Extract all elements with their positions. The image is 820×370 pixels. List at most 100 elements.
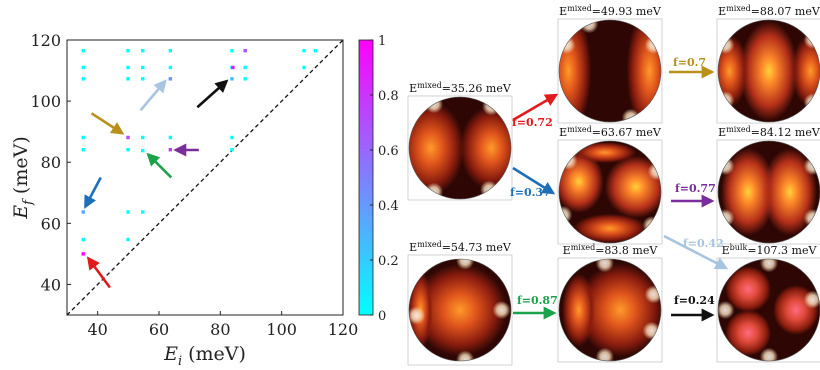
density-lobe [573, 142, 636, 163]
data-point [126, 65, 130, 70]
x-tick-label: 40 [87, 320, 107, 339]
data-point [126, 210, 130, 214]
data-point [168, 135, 173, 140]
y-tick-label: 120 [30, 31, 61, 50]
panel-title: Emixed=88.07 meV [718, 4, 820, 18]
mode-panel-a: Emixed=35.26 meV [407, 81, 513, 201]
panel-title: Emixed=63.67 meV [559, 125, 662, 139]
data-point [168, 147, 173, 152]
x-tick-label: 120 [328, 320, 359, 339]
data-point [231, 65, 235, 70]
edge-hotspot [595, 347, 614, 361]
x-tick-label: 100 [266, 320, 297, 339]
y-tick-label: 60 [41, 214, 61, 233]
colorbar-tick-label: 1 [378, 34, 386, 49]
data-point [243, 77, 247, 81]
panel-title: Ebulk=107.3 meV [722, 243, 818, 257]
transition-label: f=0.42 [683, 237, 724, 250]
mode-panel-e: Emixed=84.12 meV [716, 125, 820, 245]
colorbar-tick-label: 0 [378, 309, 386, 324]
data-point [302, 65, 306, 70]
mode-panel-f: Emixed=54.73 meV [407, 240, 513, 366]
mode-panel-d: Emixed=63.67 meV [557, 125, 663, 245]
data-point [141, 135, 145, 140]
data-point [168, 48, 173, 53]
edge-hotspot [492, 301, 511, 319]
y-axis-label: Ef(meV) [10, 136, 36, 220]
data-point [230, 48, 234, 53]
data-point [141, 210, 145, 214]
density-lobe [739, 21, 799, 121]
data-point [81, 65, 85, 70]
data-point [126, 48, 130, 53]
data-point [302, 48, 306, 53]
data-point [81, 210, 85, 214]
density-lobe [576, 263, 661, 357]
transition-arrow [663, 234, 729, 270]
panel-title: Emixed=84.12 meV [718, 125, 820, 139]
plot-arrow [84, 176, 102, 209]
mode-panel-b: Emixed=49.93 meV [557, 4, 663, 124]
mode-boundary [558, 140, 662, 244]
transition-label: f=0.24 [674, 294, 715, 307]
diagonal-line [66, 39, 344, 316]
data-point [141, 77, 145, 81]
data-point [313, 48, 318, 53]
mode-panel-g: Emixed=83.8 meV [557, 243, 663, 363]
mode-boundary [558, 19, 662, 123]
edge-hotspot [595, 259, 614, 273]
mode-boundary [408, 258, 512, 362]
mode-boundary [408, 96, 512, 200]
data-point [81, 252, 85, 256]
plot-arrow [139, 79, 167, 112]
data-point [141, 48, 145, 53]
data-point [81, 77, 85, 81]
data-point [230, 147, 234, 152]
panel-title: Emixed=35.26 meV [409, 81, 512, 95]
y-tick-label: 100 [30, 92, 61, 111]
x-tick-label: 60 [149, 320, 169, 339]
data-point [141, 148, 145, 153]
mode-panel-c: Emixed=88.07 meV [716, 4, 820, 124]
plot-arrow [146, 152, 173, 179]
panel-title: Emixed=54.73 meV [409, 240, 512, 254]
scatter-plot: 40 60 80 100 120 40 60 80 100 120 Ei (meV) Ef(meV) [10, 31, 358, 369]
mode-density [559, 259, 661, 361]
transition-arrows: f=0.72 f=0.7 f=0.37 f=0.77 f=0.42 f=0.87 f=0.2… [510, 56, 729, 322]
colorbar-tick-label: 0.6 [378, 144, 399, 159]
data-point [126, 237, 130, 242]
data-point [81, 48, 85, 53]
data-point [141, 65, 145, 70]
density-lobe [409, 101, 465, 195]
data-point [126, 147, 130, 152]
panel-title: Emixed=83.8 meV [563, 243, 659, 257]
data-point [81, 147, 85, 152]
transition-label: f=0.87 [517, 294, 558, 307]
edge-hotspot [803, 290, 820, 309]
mode-density [409, 259, 511, 361]
data-point [230, 135, 234, 140]
data-point [126, 135, 130, 140]
plot-arrow [90, 112, 125, 135]
x-tick-label: 80 [210, 320, 230, 339]
mode-boundary [717, 258, 820, 362]
y-tick-label: 40 [41, 275, 61, 294]
data-point [168, 65, 173, 70]
data-point [243, 48, 247, 53]
density-lobe [562, 273, 596, 347]
x-axis-label: Ei (meV) [163, 343, 246, 369]
colorbar-tick-label: 0.8 [378, 89, 399, 104]
density-lobe [725, 310, 772, 356]
transition-label: f=0.37 [510, 186, 551, 199]
density-lobe [573, 213, 647, 243]
density-lobe [762, 148, 817, 236]
colorbar-tick-label: 0.4 [378, 199, 399, 214]
density-lobe [413, 263, 507, 357]
density-lobe [725, 266, 772, 313]
edge-hotspot [456, 259, 475, 270]
y-tick-label: 80 [41, 153, 61, 172]
transition-arrow [512, 166, 556, 195]
edge-hotspot [456, 350, 475, 361]
edge-hotspot [760, 347, 778, 361]
